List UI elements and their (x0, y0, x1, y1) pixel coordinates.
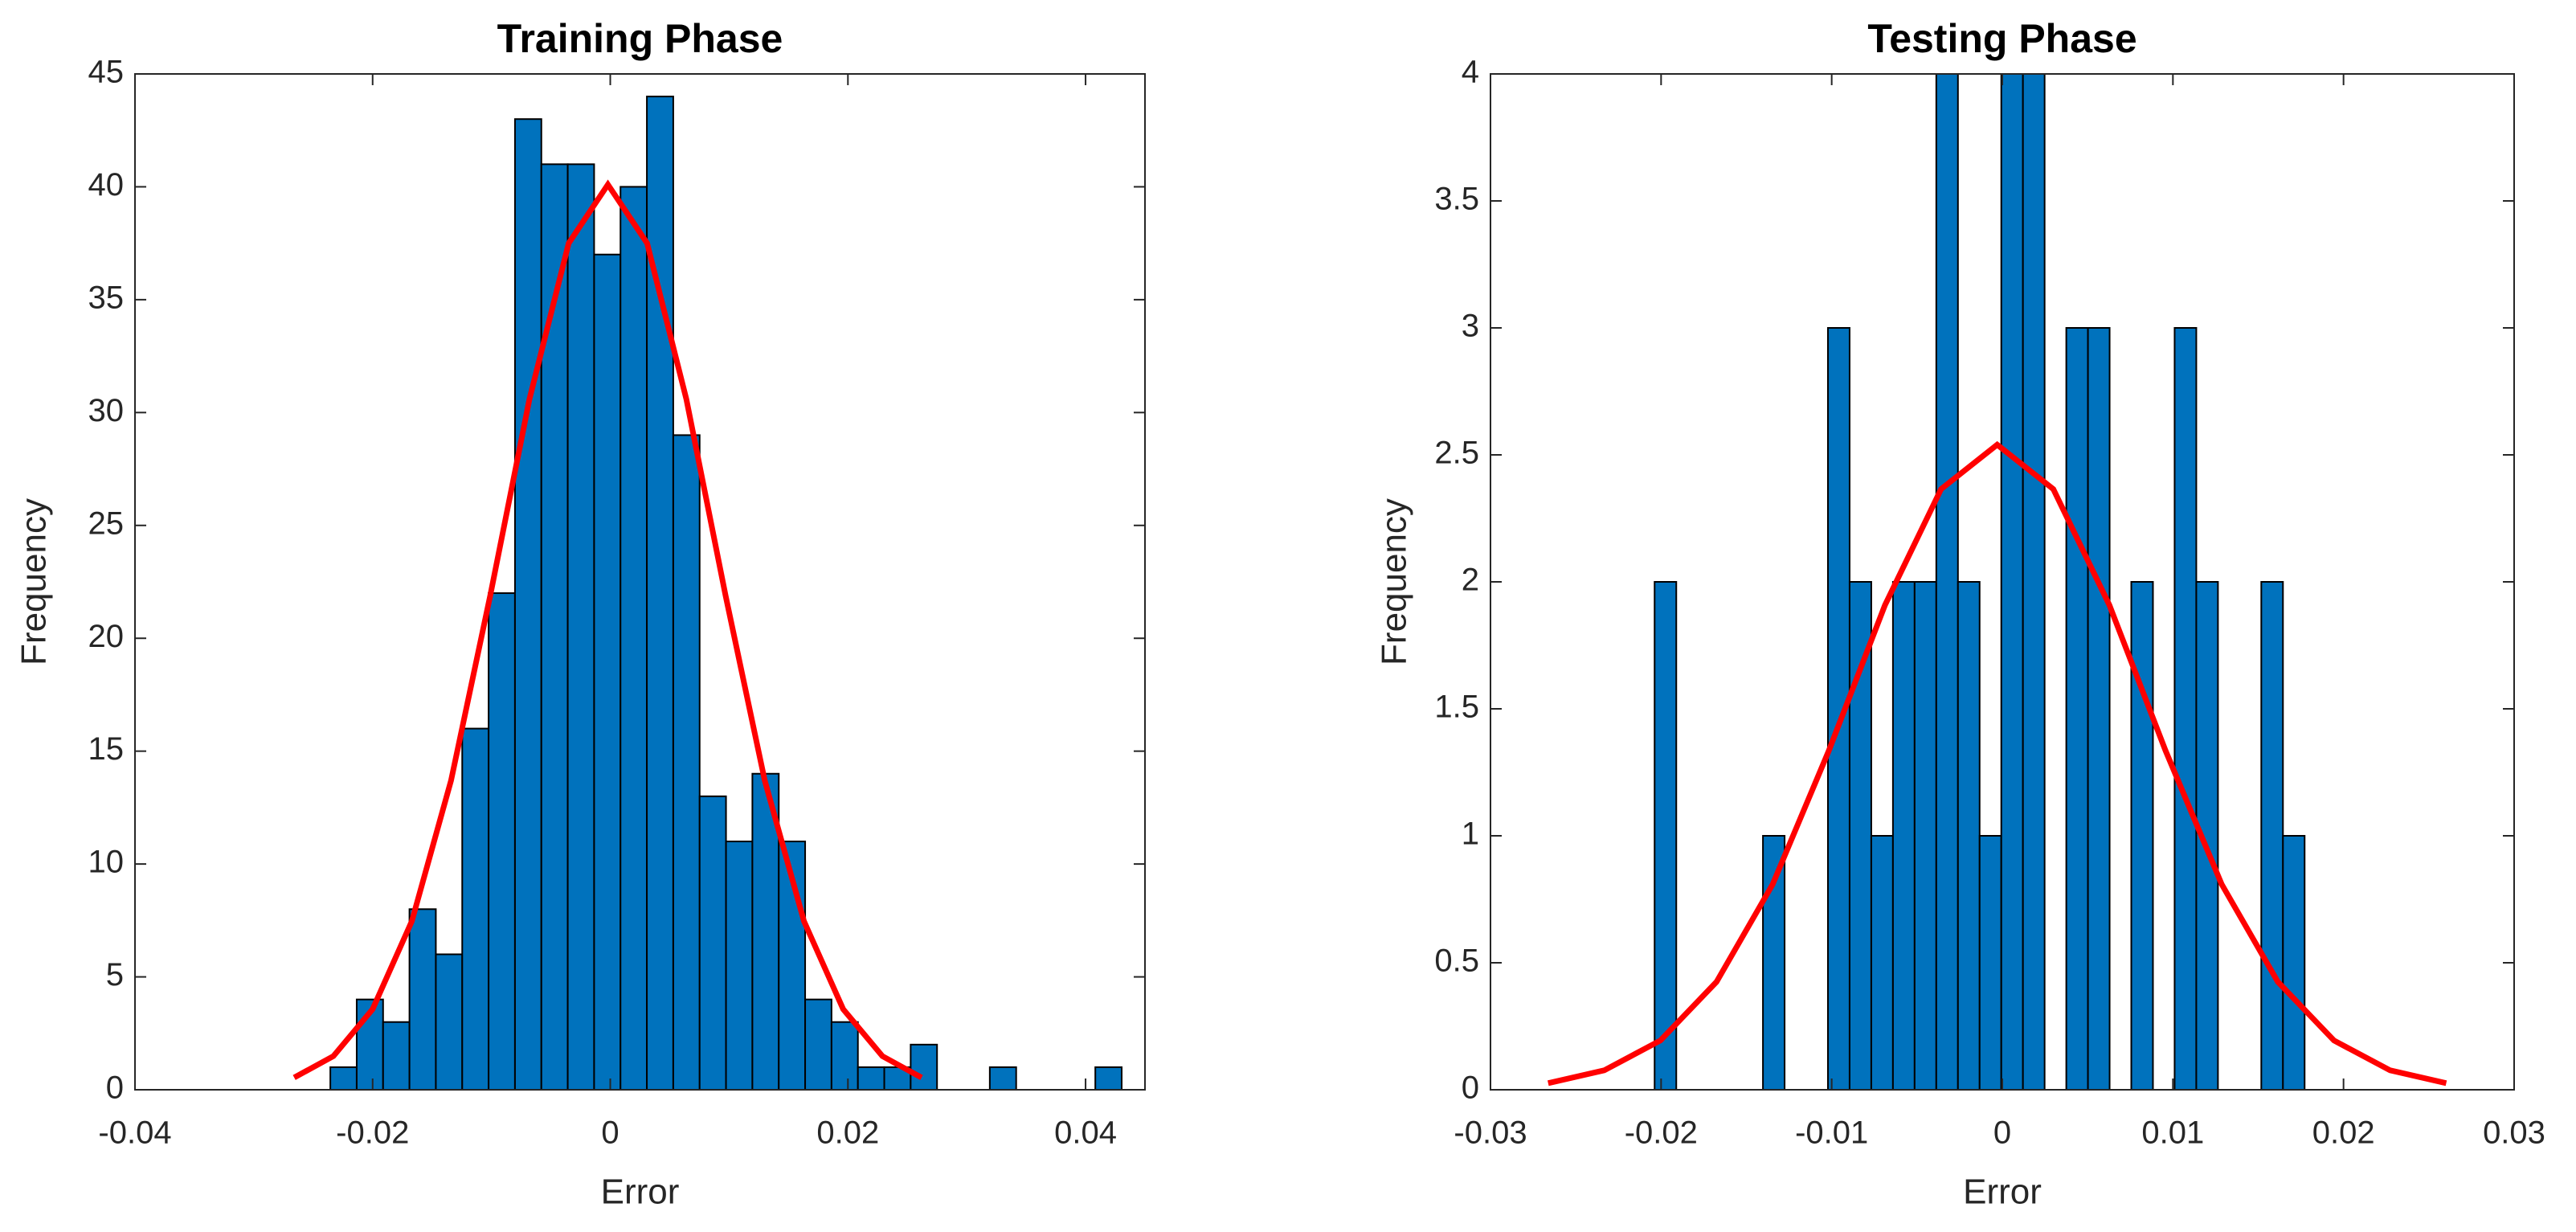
bar (619, 186, 648, 1091)
y-tick-label: 25 (88, 505, 125, 541)
y-tick-label: 1 (1462, 817, 1479, 852)
bar (461, 727, 490, 1091)
axes: 0 5 10 15 20 25 30 35 40 45 -0.04 -0.02 0 0.02 0.04 Tra… (14, 16, 1146, 1212)
bar (329, 1066, 358, 1091)
bar (988, 1066, 1017, 1091)
x-tick-label: 0.04 (1054, 1115, 1117, 1151)
y-tick-label: 1.5 (1434, 690, 1479, 725)
x-tick-label: 0 (601, 1115, 619, 1151)
x-tick-label: -0.02 (336, 1115, 409, 1151)
bar (1094, 1066, 1123, 1091)
x-tick-label: -0.02 (1625, 1115, 1698, 1151)
bar (1654, 581, 1678, 1091)
y-axis-label: Frequency (14, 498, 54, 665)
x-axis-label: Error (1963, 1173, 2042, 1212)
x-tick-label: -0.03 (1454, 1115, 1527, 1151)
fit-curve (292, 179, 923, 1080)
x-tick-label: 0.01 (2141, 1115, 2204, 1151)
y-tick-label: 3.5 (1434, 182, 1479, 217)
y-tick-label: 2.5 (1434, 436, 1479, 471)
bar (1891, 581, 1916, 1091)
bar (2173, 327, 2198, 1091)
y-tick-label: 0 (1462, 1070, 1479, 1106)
y-axis-label: Frequency (1375, 498, 1414, 665)
chart-title: Training Phase (497, 16, 783, 61)
x-tick-label: 0.02 (2312, 1115, 2375, 1151)
bar (1848, 581, 1872, 1091)
y-tick-label: 4 (1462, 55, 1479, 90)
y-tick-label: 35 (88, 280, 125, 315)
bar (910, 1043, 938, 1091)
bar (698, 795, 727, 1091)
bar (1870, 835, 1894, 1091)
bar (2065, 327, 2089, 1091)
bar (566, 163, 595, 1091)
y-tick-label: 3 (1462, 309, 1479, 344)
bar (540, 163, 569, 1091)
bar (804, 998, 832, 1091)
axes: 0 0.5 1 1.5 2 2.5 3 3.5 4 -0.03 -0.02 -0.01 0 0.01 0.0… (1375, 16, 2545, 1211)
x-tick-label: 0.03 (2483, 1115, 2545, 1151)
bar (488, 592, 516, 1091)
y-tick-label: 30 (88, 393, 125, 428)
bar (725, 841, 754, 1091)
y-tick-label: 20 (88, 619, 125, 654)
bar (2022, 73, 2046, 1091)
y-tick-label: 45 (88, 55, 125, 90)
y-tick-label: 15 (88, 731, 125, 767)
bar (1762, 835, 1786, 1091)
bar (2282, 835, 2306, 1091)
bar (435, 953, 464, 1091)
bar (751, 772, 780, 1091)
x-tick-label: -0.01 (1795, 1115, 1868, 1151)
chart-title: Testing Phase (1867, 16, 2136, 61)
y-tick-label: 40 (88, 167, 125, 203)
bar (513, 118, 542, 1091)
bar (2260, 581, 2284, 1091)
bar (2087, 327, 2111, 1091)
bar (382, 1021, 411, 1091)
y-tick-label: 5 (106, 957, 124, 993)
y-tick-label: 2 (1462, 563, 1479, 598)
bar (408, 908, 437, 1091)
bar (646, 96, 674, 1091)
axes-box (134, 73, 1146, 1091)
bar (830, 1021, 859, 1091)
bar (857, 1066, 885, 1091)
x-tick-label: 0.02 (816, 1115, 879, 1151)
y-tick-label: 0 (106, 1070, 124, 1106)
bar (593, 253, 622, 1091)
bar (1913, 581, 1937, 1091)
bar (672, 434, 701, 1091)
bar (1935, 73, 1959, 1091)
x-tick-label: -0.04 (98, 1115, 171, 1151)
bar (2000, 73, 2024, 1091)
y-tick-label: 0.5 (1434, 943, 1479, 979)
y-tick-label: 10 (88, 845, 125, 880)
x-axis-label: Error (601, 1173, 680, 1212)
x-tick-label: 0 (1993, 1115, 2011, 1151)
bar (1978, 835, 2002, 1091)
bar (2130, 581, 2154, 1091)
bar (1957, 581, 1981, 1091)
fit-curve (1547, 440, 2447, 1087)
